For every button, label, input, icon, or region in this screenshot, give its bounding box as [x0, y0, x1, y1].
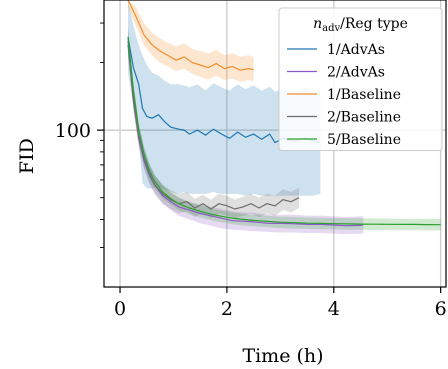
legend-label-1: 1/AdvAs: [327, 42, 385, 58]
legend-title-sub: adv: [322, 23, 340, 34]
band-series-1: [128, 0, 321, 196]
band-series-3: [128, 0, 254, 82]
band-series-4: [128, 33, 299, 219]
line-series-3: [127, 0, 254, 71]
x-tick-label: 4: [328, 298, 340, 320]
axis-ticks: 0 2 4 6 100: [55, 22, 447, 320]
legend-title-var: n: [313, 16, 322, 32]
y-axis-label: FID: [16, 138, 38, 174]
y-tick-label: 100: [55, 120, 91, 142]
legend-label-2: 2/AdvAs: [327, 65, 385, 81]
axes-frame: [103, 0, 447, 288]
legend-label-5: 5/Baseline: [327, 132, 401, 148]
legend: nadv/Reg type 1/AdvAs 2/AdvAs 1/Baseline 2/…: [278, 7, 443, 151]
legend-box: [278, 7, 443, 151]
x-tick-label: 2: [221, 298, 233, 320]
line-series-4: [127, 44, 300, 210]
legend-title-rest: /Reg type: [340, 16, 408, 32]
confidence-bands: [128, 0, 441, 235]
legend-label-3: 1/Baseline: [327, 87, 401, 103]
legend-title: nadv/Reg type: [313, 16, 408, 34]
x-tick-label: 6: [435, 298, 447, 320]
line-series-5: [127, 36, 441, 226]
legend-label-4: 2/Baseline: [327, 110, 401, 126]
legend-entries: 1/AdvAs 2/AdvAs 1/Baseline 2/Baseline 5/Base…: [287, 42, 401, 148]
x-axis-label: Time (h): [242, 345, 323, 367]
x-tick-label: 0: [114, 298, 126, 320]
